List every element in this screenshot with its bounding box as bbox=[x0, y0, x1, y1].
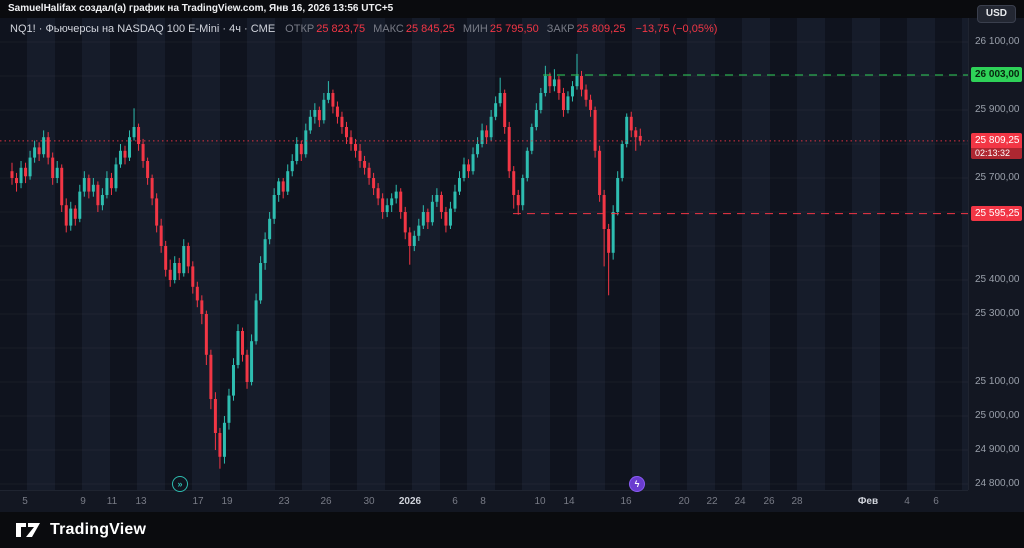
price-axis-label: 26 100,00 bbox=[975, 36, 1020, 47]
time-axis-tick: 26 bbox=[763, 496, 775, 507]
price-axis-label: 25 300,00 bbox=[975, 308, 1020, 319]
time-axis-tick: 2026 bbox=[398, 496, 422, 507]
attribution-bar: SamuelHalifax создал(а) график на Tradin… bbox=[0, 0, 1024, 18]
footer-bar: TradingView bbox=[0, 512, 1024, 548]
ohlc-field-high: МАКС 25 845,25 bbox=[373, 23, 455, 35]
price-axis-label: 25 700,00 bbox=[975, 172, 1020, 183]
time-axis-tick: 26 bbox=[320, 496, 332, 507]
time-axis[interactable]: 5 9 11 13 17 19 23 26 30 2026 6 8 10 14 16 20 22 24 26 28 Фе… bbox=[0, 490, 968, 512]
ohlc-field-open: ОТКР 25 823,75 bbox=[285, 23, 366, 35]
price-change: −13,75 (−0,05%) bbox=[635, 23, 718, 35]
time-axis-tick: Фев bbox=[857, 496, 879, 507]
price-axis-label: 25 000,00 bbox=[975, 410, 1020, 421]
time-axis-tick: 16 bbox=[620, 496, 632, 507]
time-axis-tick: 14 bbox=[563, 496, 575, 507]
price-axis-label: 25 400,00 bbox=[975, 274, 1020, 285]
time-axis-tick: 5 bbox=[22, 496, 28, 507]
ohlc-field-close: ЗАКР 25 809,25 bbox=[546, 23, 626, 35]
time-axis-tick: 6 bbox=[452, 496, 458, 507]
time-axis-tick: 30 bbox=[363, 496, 375, 507]
symbol-legend[interactable]: NQ1! · Фьючерсы на NASDAQ 100 E-Mini · 4… bbox=[10, 23, 717, 35]
time-axis-tick: 9 bbox=[80, 496, 86, 507]
event-marker-chevrons-icon[interactable]: » bbox=[172, 476, 188, 492]
time-axis-tick: 24 bbox=[734, 496, 746, 507]
symbol-title[interactable]: NQ1! · Фьючерсы на NASDAQ 100 E-Mini · 4… bbox=[10, 23, 276, 35]
tradingview-wordmark: TradingView bbox=[50, 521, 147, 538]
time-axis-tick: 22 bbox=[706, 496, 718, 507]
time-axis-tick: 17 bbox=[192, 496, 204, 507]
price-axis-label: 24 900,00 bbox=[975, 444, 1020, 455]
time-axis-tick: 6 bbox=[933, 496, 939, 507]
time-axis-tick: 10 bbox=[534, 496, 546, 507]
currency-button[interactable]: USD bbox=[976, 5, 1016, 23]
time-axis-tick: 8 bbox=[480, 496, 486, 507]
last-price-tag: 25 809,25 02:13:32 bbox=[971, 132, 1022, 159]
time-axis-tick: 13 bbox=[135, 496, 147, 507]
event-marker-bolt-icon[interactable]: ϟ bbox=[629, 476, 645, 492]
candlestick-chart[interactable] bbox=[0, 18, 968, 490]
ohlc-fields: ОТКР 25 823,75 МАКС 25 845,25 МИН 25 795,50 ЗА… bbox=[285, 23, 625, 35]
time-axis-tick: 28 bbox=[791, 496, 803, 507]
time-axis-tick: 20 bbox=[678, 496, 690, 507]
alert-price-tag[interactable]: 25 595,25 bbox=[971, 205, 1022, 221]
price-axis-label: 25 100,00 bbox=[975, 376, 1020, 387]
bar-countdown: 02:13:32 bbox=[971, 147, 1022, 159]
alert-price-tag[interactable]: 26 003,00 bbox=[971, 66, 1022, 82]
price-axis[interactable]: 26 100,00 25 900,00 25 700,00 25 400,00 25 3… bbox=[968, 18, 1024, 490]
tradingview-logo-icon bbox=[16, 523, 40, 537]
time-axis-tick: 23 bbox=[278, 496, 290, 507]
attribution-text: SamuelHalifax создал(а) график на Tradin… bbox=[8, 3, 394, 14]
price-axis-label: 25 900,00 bbox=[975, 104, 1020, 115]
tradingview-logo[interactable]: TradingView bbox=[16, 521, 146, 539]
ohlc-field-low: МИН 25 795,50 bbox=[462, 23, 539, 35]
time-axis-tick: 19 bbox=[221, 496, 233, 507]
chart-region[interactable]: NQ1! · Фьючерсы на NASDAQ 100 E-Mini · 4… bbox=[0, 18, 968, 492]
price-axis-label: 24 800,00 bbox=[975, 478, 1020, 489]
time-axis-tick: 4 bbox=[904, 496, 910, 507]
time-axis-tick: 11 bbox=[106, 496, 118, 507]
